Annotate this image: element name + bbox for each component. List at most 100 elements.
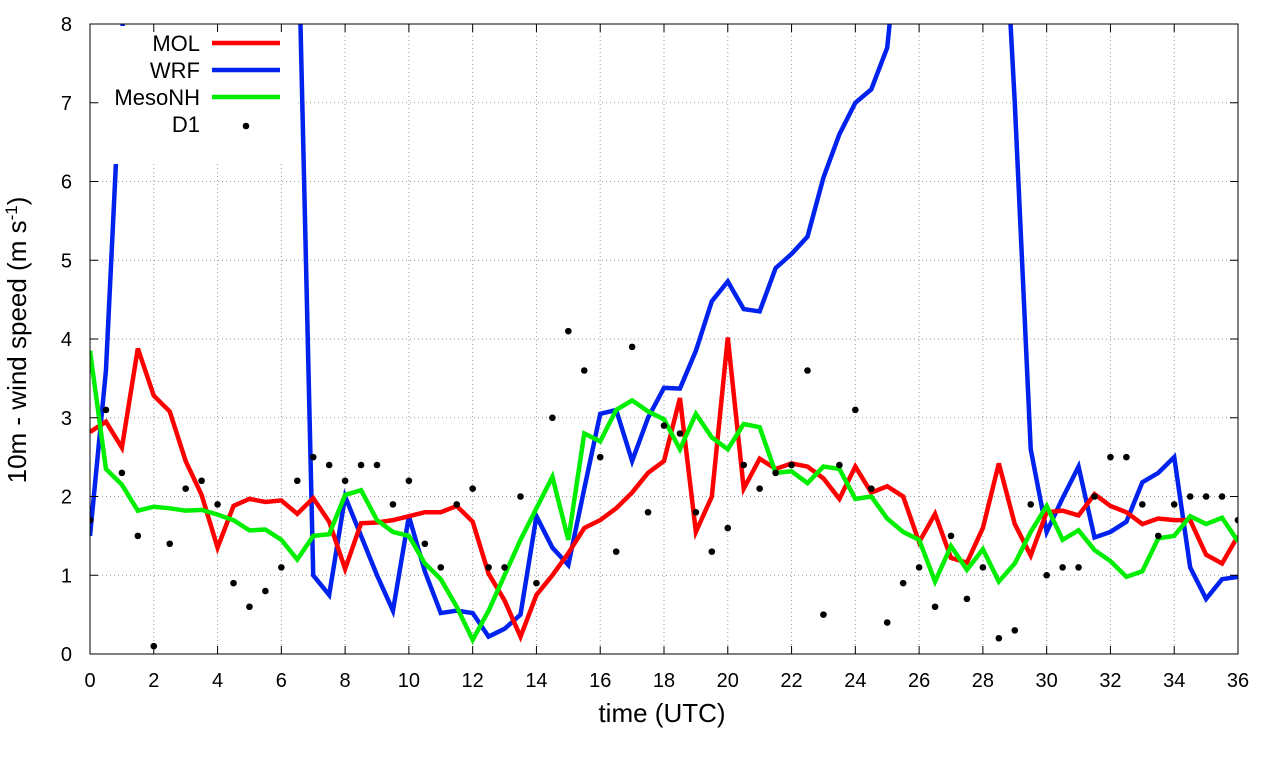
data-point-d1 (198, 477, 205, 485)
data-point-d1 (931, 603, 939, 611)
series-line-mesonh (90, 350, 1238, 645)
data-point-d1 (724, 524, 732, 532)
data-point-d1 (708, 548, 716, 555)
data-point-d1 (580, 367, 588, 374)
x-tick-label: 24 (844, 670, 866, 692)
data-point-d1 (995, 634, 1003, 642)
grid (90, 24, 1238, 654)
data-point-d1 (437, 564, 445, 571)
data-point-d1 (1202, 493, 1210, 500)
data-point-d1 (1091, 493, 1098, 500)
data-point-d1 (214, 501, 221, 508)
x-tick-label: 6 (276, 670, 287, 692)
data-point-d1 (820, 611, 827, 618)
data-point-d1 (1218, 493, 1226, 500)
data-point-d1 (565, 327, 572, 335)
data-point-d1 (915, 564, 923, 571)
data-point-d1 (1075, 564, 1082, 571)
data-point-d1 (740, 461, 748, 469)
data-point-d1 (628, 343, 636, 351)
x-tick-label: 20 (717, 670, 739, 692)
data-point-d1 (357, 461, 365, 469)
data-point-d1 (549, 414, 556, 422)
data-point-d1 (134, 532, 142, 540)
data-point-d1 (1139, 501, 1146, 508)
x-tick-label: 12 (462, 670, 484, 692)
data-point-d1 (182, 485, 189, 492)
data-point-d1 (262, 587, 269, 595)
data-point-d1 (788, 461, 795, 469)
data-point-d1 (947, 532, 955, 540)
data-point-d1 (373, 461, 381, 469)
data-point-d1 (1107, 453, 1114, 461)
data-point-d1 (692, 508, 700, 516)
series-d1 (90, 327, 1238, 650)
data-point-d1 (1043, 571, 1050, 579)
x-axis-label: time (UTC) (598, 698, 725, 728)
y-tick-label: 7 (61, 93, 72, 115)
data-point-d1 (501, 564, 508, 571)
x-tick-label: 28 (972, 670, 994, 692)
y-tick-label: 6 (61, 172, 72, 194)
data-point-d1 (1170, 501, 1178, 508)
x-tick-label: 22 (780, 670, 802, 692)
data-point-d1 (389, 501, 397, 508)
x-tick-label: 34 (1163, 670, 1185, 692)
data-point-d1 (836, 461, 843, 469)
x-tick-label: 26 (908, 670, 930, 692)
y-axis-label-main: 10m - wind speed (m s (2, 220, 32, 483)
data-point-d1 (883, 619, 891, 626)
x-tick-label: 0 (84, 670, 95, 692)
y-tick-label: 1 (61, 565, 72, 587)
data-point-d1 (899, 579, 907, 587)
data-point-d1 (118, 469, 126, 477)
data-point-d1 (90, 516, 94, 524)
legend-marker-d1 (242, 122, 250, 130)
data-point-d1 (676, 430, 684, 437)
x-tick-label: 14 (525, 670, 547, 692)
data-point-d1 (166, 540, 174, 548)
series-line-mol (90, 337, 1238, 643)
data-point-d1 (421, 540, 429, 548)
series-line-wrf (90, 24, 1238, 640)
data-point-d1 (772, 469, 779, 477)
y-tick-label: 0 (61, 644, 72, 666)
data-point-d1 (596, 453, 604, 461)
data-point-d1 (979, 564, 987, 571)
legend-label-mol: MOL (152, 31, 200, 56)
y-tick-label: 4 (61, 329, 72, 351)
data-point-d1 (325, 461, 333, 469)
data-point-d1 (517, 493, 524, 500)
y-axis-label-superscript: -1 (2, 205, 21, 220)
legend-label-wrf: WRF (150, 58, 200, 83)
data-point-d1 (293, 477, 301, 485)
data-point-d1 (485, 564, 492, 571)
data-point-d1 (644, 508, 652, 516)
data-point-d1 (612, 548, 620, 555)
y-axis-label-close: ) (2, 197, 32, 206)
x-tick-label: 8 (340, 670, 351, 692)
data-point-d1 (453, 501, 461, 508)
x-tick-label: 32 (1099, 670, 1121, 692)
y-tick-label: 3 (61, 408, 72, 430)
x-tick-label: 4 (212, 670, 223, 692)
x-tick-label: 2 (148, 670, 159, 692)
legend-label-d1: D1 (172, 112, 200, 137)
data-point-d1 (341, 477, 349, 485)
data-point-d1 (1186, 493, 1194, 500)
data-point-d1 (1011, 627, 1019, 634)
x-tick-label: 36 (1227, 670, 1249, 692)
data-point-d1 (469, 485, 476, 492)
y-tick-label: 8 (61, 14, 72, 36)
data-point-d1 (963, 595, 971, 603)
data-point-d1 (1154, 532, 1162, 540)
y-tick-label: 5 (61, 250, 72, 272)
x-tick-label: 10 (398, 670, 420, 692)
data-point-d1 (102, 406, 110, 414)
data-point-d1 (246, 603, 253, 611)
data-point-d1 (405, 477, 413, 485)
legend-label-mesonh: MesoNH (114, 85, 200, 110)
x-tick-label: 18 (653, 670, 675, 692)
